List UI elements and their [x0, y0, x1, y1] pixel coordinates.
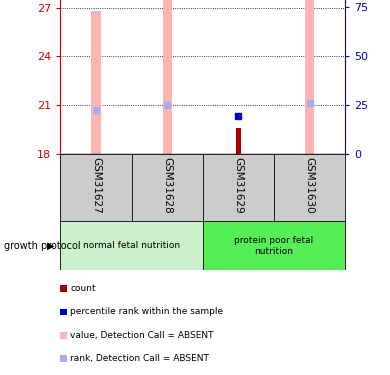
Bar [163, 0, 172, 154]
Text: percentile rank within the sample: percentile rank within the sample [70, 308, 223, 316]
Text: count: count [70, 284, 96, 293]
Text: GSM31627: GSM31627 [91, 157, 101, 214]
Bar [91, 11, 101, 154]
Bar [60, 221, 203, 270]
Bar [203, 221, 345, 270]
Text: normal fetal nutrition: normal fetal nutrition [83, 241, 180, 250]
Bar [236, 128, 241, 154]
Text: growth protocol: growth protocol [4, 241, 80, 250]
Text: GSM31629: GSM31629 [233, 157, 243, 214]
Text: GSM31630: GSM31630 [305, 157, 315, 214]
Text: rank, Detection Call = ABSENT: rank, Detection Call = ABSENT [70, 354, 209, 363]
Text: ▶: ▶ [47, 241, 55, 250]
Text: value, Detection Call = ABSENT: value, Detection Call = ABSENT [70, 331, 214, 340]
Bar [305, 0, 314, 154]
Text: protein poor fetal
nutrition: protein poor fetal nutrition [234, 236, 314, 256]
Text: GSM31628: GSM31628 [162, 157, 172, 214]
